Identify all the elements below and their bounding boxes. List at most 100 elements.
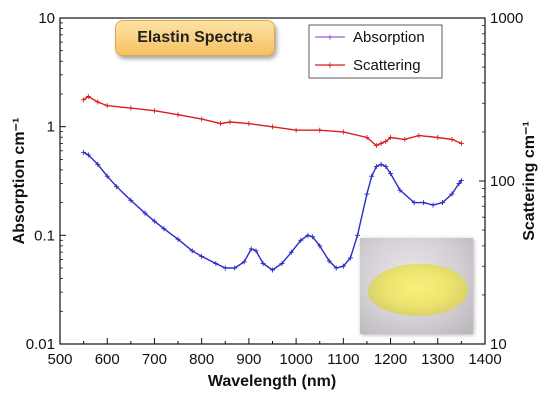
x-tick-label: 900 (236, 351, 261, 368)
x-axis-ticks: 500 600 700 800 900 1000 1100 1200 1300 1400 (47, 338, 502, 368)
scattering-point (104, 103, 110, 109)
x-axis-title: Wavelength (nm) (208, 373, 336, 390)
absorption-point (248, 246, 254, 252)
absorption-point (440, 200, 445, 206)
scattering-point (388, 134, 394, 140)
scattering-point (402, 136, 408, 142)
absorption-point (456, 180, 462, 186)
scattering-point (128, 105, 134, 111)
absorption-point (151, 218, 157, 224)
absorption-point (270, 267, 275, 273)
y-left-tick-label: 0.01 (26, 336, 55, 353)
legend-absorption-label: Absorption (353, 29, 425, 46)
x-tick-label: 700 (142, 351, 167, 368)
scattering-point (175, 112, 181, 118)
absorption-point (340, 263, 346, 269)
absorption-point (369, 173, 375, 179)
absorption-point (104, 173, 110, 179)
absorption-point (430, 202, 436, 208)
y-right-tick-label: 100 (490, 173, 515, 190)
y-right-axis-title: Scattering cm⁻¹ (521, 121, 538, 241)
y-right-tick-label: 10 (490, 336, 507, 353)
x-tick-label: 600 (95, 351, 120, 368)
scattering-point (227, 119, 233, 125)
absorption-point (373, 163, 379, 169)
x-tick-label: 1100 (327, 351, 359, 368)
y-right-tick-label: 1000 (490, 10, 523, 27)
legend-scattering-label: Scattering (353, 57, 421, 74)
sample-photo (360, 238, 473, 334)
absorption-point (383, 163, 389, 169)
x-tick-label: 1300 (421, 351, 454, 368)
absorption-point (95, 161, 101, 167)
scattering-point (81, 97, 87, 103)
absorption-point (161, 226, 167, 232)
absorption-point (326, 258, 332, 264)
scattering-point (449, 136, 455, 142)
scattering-point (95, 99, 101, 105)
y-left-tick-label: 0.1 (34, 227, 55, 244)
scattering-point (246, 121, 252, 127)
absorption-point (232, 265, 238, 271)
scattering-point (340, 129, 346, 135)
absorption-point (175, 236, 181, 242)
absorption-point (458, 177, 464, 183)
scattering-point (218, 121, 224, 127)
absorption-point (199, 253, 205, 259)
absorption-point (317, 243, 323, 249)
absorption-point (260, 261, 266, 267)
absorption-point (128, 197, 134, 203)
x-tick-label: 500 (47, 351, 72, 368)
elastin-powder-image (368, 264, 468, 316)
legend: + Absorption + Scattering (308, 24, 443, 79)
absorption-point (189, 248, 195, 254)
absorption-point (298, 237, 304, 243)
scattering-point (373, 143, 379, 149)
x-tick-label: 1000 (279, 351, 312, 368)
legend-absorption-marker: + (327, 32, 333, 44)
absorption-point (213, 261, 219, 267)
scattering-point (317, 127, 323, 133)
scattering-point (199, 116, 205, 122)
absorption-point (288, 249, 294, 255)
absorption-point (85, 152, 91, 158)
y-left-axis-title: Absorption cm⁻¹ (11, 118, 28, 245)
absorption-point (355, 232, 360, 238)
absorption-point (421, 200, 427, 206)
absorption-point (81, 149, 87, 155)
y-left-tick-label: 10 (38, 10, 55, 27)
scattering-point (416, 133, 422, 139)
absorption-point (310, 234, 316, 240)
scattering-point (383, 138, 389, 144)
scattering-point (364, 134, 370, 140)
scattering-point (293, 127, 299, 133)
absorption-point (411, 200, 417, 206)
scattering-point (435, 134, 441, 140)
absorption-point (397, 187, 403, 193)
absorption-point (388, 171, 394, 177)
absorption-point (241, 259, 247, 265)
absorption-point (449, 191, 455, 197)
scattering-point (270, 124, 275, 130)
absorption-point (253, 248, 259, 254)
y-left-tick-label: 1 (47, 119, 55, 136)
absorption-point (347, 255, 353, 261)
absorption-point (279, 261, 285, 267)
y-left-axis-ticks: 10 1 0.1 0.01 (26, 10, 66, 353)
legend-box (308, 24, 443, 79)
scattering-point (85, 93, 91, 99)
scattering-point (458, 140, 464, 146)
absorption-point (222, 265, 228, 271)
series-layer (81, 93, 464, 273)
x-tick-label: 1400 (468, 351, 501, 368)
absorption-point (142, 210, 148, 216)
absorption-point (333, 265, 339, 271)
x-tick-label: 800 (189, 351, 214, 368)
chart-title: Elastin Spectra (115, 20, 275, 56)
absorption-point (378, 161, 384, 167)
x-tick-label: 1200 (374, 351, 407, 368)
scattering-point (151, 108, 157, 114)
y-right-axis-ticks: 1000 100 10 (479, 10, 523, 353)
absorption-point (114, 184, 120, 190)
